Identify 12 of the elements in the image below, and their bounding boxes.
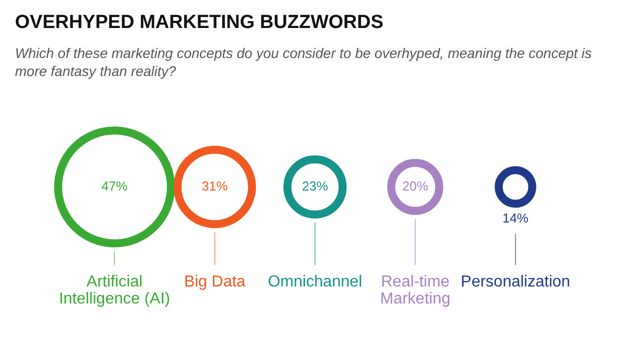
data-label: 23%: [302, 178, 328, 194]
category-label: Real-time Marketing: [380, 273, 450, 308]
category-label: Big Data: [184, 273, 246, 290]
data-label: 20%: [402, 178, 429, 194]
category-label: Artificial Intelligence (AI): [58, 273, 170, 308]
category-label: Personalization: [460, 273, 570, 290]
text: OVERHYPED MARKETING BUZZWORDS: [15, 12, 384, 34]
category-label: Omnichannel: [268, 273, 362, 290]
text: Which of these marketing concepts do you consider to be overhyped, meaning the concept is more fantasy than reality?: [15, 44, 593, 80]
data-label: 31%: [202, 178, 228, 194]
data-label: 14%: [502, 210, 529, 226]
data-label: 47%: [102, 178, 128, 194]
